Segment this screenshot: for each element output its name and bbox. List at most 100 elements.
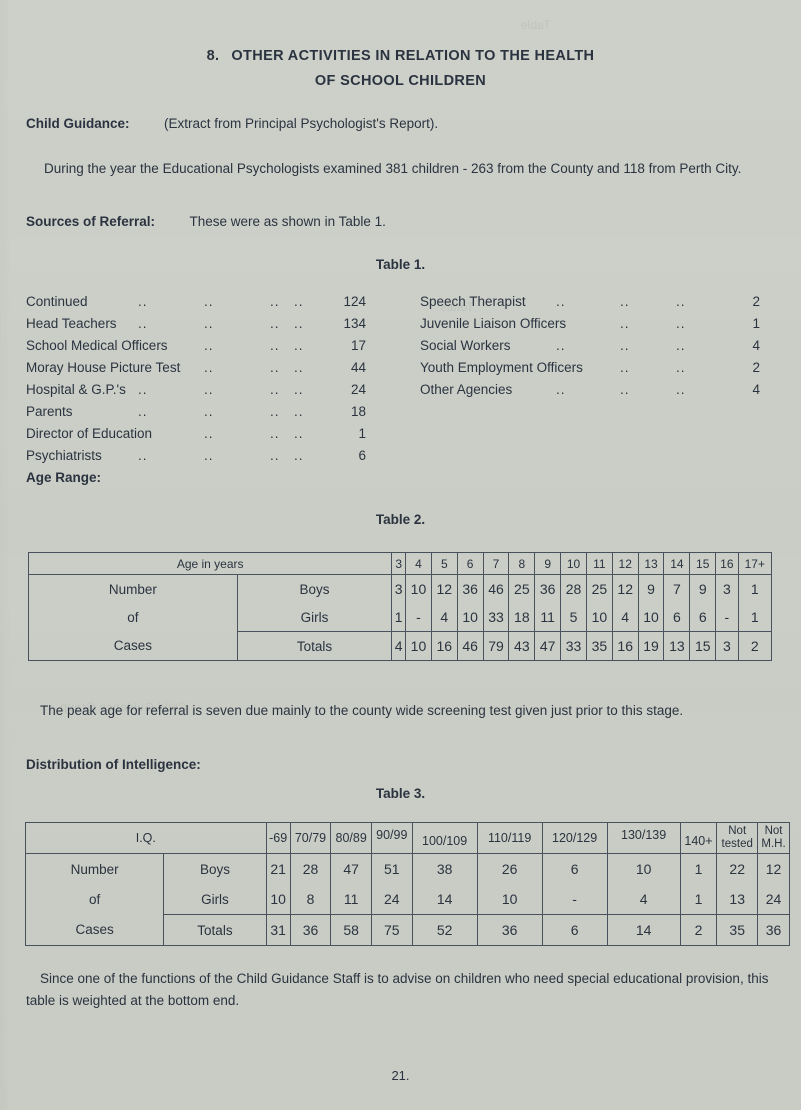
referral-label: Hospital & G.P.'s (26, 382, 126, 397)
referral-label: Psychiatrists (26, 448, 102, 463)
table-cell: 43 (508, 631, 536, 661)
table-cell: 10 (606, 853, 681, 884)
table-cell: 10 (456, 603, 484, 632)
table-cell: 7 (663, 574, 691, 603)
referral-row: Social Workers...... 4 (420, 335, 760, 357)
table-column-header-text: 7 (492, 556, 500, 571)
table-column-header: 80/89 (330, 822, 372, 854)
referral-value: 134 (343, 316, 366, 331)
table-column-header-text: 12 (618, 556, 632, 571)
table-cell: 3 (715, 631, 739, 661)
table-cell: 52 (411, 914, 478, 946)
table-cell: 10 (476, 884, 543, 915)
table-column-header-text: 16 (720, 556, 734, 571)
referral-row: Psychiatrists........ 6 (26, 445, 366, 467)
table-column-header: 5 (430, 552, 458, 575)
referral-row: School Medical Officers...... 17 (26, 335, 366, 357)
table-cell: 11 (330, 884, 372, 915)
referral-label: Juvenile Liaison Officers (420, 316, 567, 331)
table-cell: 6 (663, 603, 691, 632)
table-cell: 36 (534, 574, 562, 603)
bleed-through-ghost: Table (520, 18, 551, 32)
table-cell: 21 (265, 853, 291, 884)
table-cell: - (541, 884, 608, 915)
child-guidance-row: Child Guidance: (Extract from Principal … (26, 115, 438, 133)
table-cell: 24 (757, 884, 790, 915)
table-column-header-text: 9 (544, 556, 552, 571)
table-column-header: 110/119 (476, 822, 543, 854)
table-cell: 9 (637, 574, 665, 603)
referral-value: 17 (350, 338, 366, 353)
table-column-header: 15 (689, 552, 717, 575)
table-column-header: 120/129 (541, 822, 608, 854)
table-cell: 10 (585, 603, 613, 632)
row-group-label: Cases (24, 914, 165, 946)
table-cell: 35 (716, 914, 759, 946)
table3-caption: Table 3. (375, 786, 426, 801)
table-row: of Girls 10 8 11 24 14 10-4 1 13 24 (24, 884, 790, 915)
table-column-header: Not M.H. (757, 822, 790, 854)
iq-table-head: I.Q. -69 70/79 80/89 90/99 100/109 110/119 120/… (25, 822, 790, 854)
table-column-header-text: 10 (566, 556, 581, 571)
table-column-header-text: 14 (670, 556, 684, 571)
table-column-header-text: 120/129 (552, 831, 598, 845)
referral-row: Hospital & G.P.'s........ 24 (26, 379, 366, 401)
paragraph-weighted: Since one of the functions of the Child … (26, 971, 769, 1008)
table-cell: 14 (606, 914, 681, 946)
referral-label: Speech Therapist (420, 294, 526, 309)
table-column-header: 12 (611, 552, 639, 575)
series-label: Totals (163, 914, 267, 946)
referral-label: Parents (26, 404, 73, 419)
table-cell: 1 (391, 603, 407, 632)
table-cell: 12 (430, 574, 458, 603)
table-column-header-text: 15 (696, 556, 710, 571)
age-range-table: Age in years 3 4 5 6 7 8 9 10 11 12 13 14 15 16 17+ Num… (27, 552, 773, 661)
table-cell: 19 (637, 631, 665, 661)
referral-row: Other Agencies...... 4 (420, 379, 760, 401)
table-cell: 36 (476, 914, 543, 946)
distribution-of-intelligence-label: Distribution of Intelligence: (26, 757, 201, 772)
table-cell: - (715, 603, 739, 632)
table-column-header-text: 6 (466, 556, 474, 571)
table-cell: 12 (611, 574, 639, 603)
table-column-header: 7 (482, 552, 510, 575)
table-column-header: 100/109 (411, 822, 478, 854)
table-cell: 46 (456, 631, 484, 661)
table-cell: 4 (611, 603, 639, 632)
table-column-header: 16 (715, 552, 739, 575)
table-column-header: 10 (560, 552, 587, 575)
table-cell: 2 (737, 631, 773, 661)
table-column-header: 17+ (737, 552, 773, 575)
table-cell: 36 (289, 914, 332, 946)
table-cell: 3 (715, 574, 739, 603)
row-group-label: Number (24, 853, 165, 884)
table-column-header-text: 13 (644, 556, 658, 571)
referral-label: Social Workers (420, 338, 511, 353)
table-cell: 6 (541, 853, 608, 884)
table-cell: 58 (330, 914, 372, 946)
section-number: 8. (206, 48, 220, 64)
table-column-header: 9 (534, 552, 562, 575)
table-cell: 22 (716, 853, 759, 884)
referral-value: 6 (358, 448, 366, 463)
table-column-header-text: 17+ (744, 556, 765, 571)
referral-value: 124 (343, 294, 366, 309)
table-cell: 33 (560, 631, 587, 661)
table1-caption: Table 1. (375, 257, 426, 272)
series-label: Boys (236, 574, 393, 603)
table-cell: 1 (737, 574, 773, 603)
table-column-header-text: 8 (518, 556, 526, 571)
paragraph-peak-age: The peak age for referral is seven due m… (40, 703, 684, 718)
row-group-label: of (24, 884, 165, 915)
table-corner-header: Age in years (27, 552, 393, 575)
table-cell: 25 (508, 574, 536, 603)
table-cell: 12 (757, 853, 790, 884)
table-cell: 1 (679, 884, 718, 915)
table-column-header-text: 140+ (684, 834, 713, 848)
table-cell: 36 (456, 574, 484, 603)
page-title-line1: OTHER ACTIVITIES IN RELATION TO THE HEAL… (231, 48, 595, 64)
table-column-header: 90/99 (370, 822, 413, 854)
referral-row: Head Teachers........ 134 (26, 313, 366, 335)
series-label: Girls (163, 884, 267, 915)
